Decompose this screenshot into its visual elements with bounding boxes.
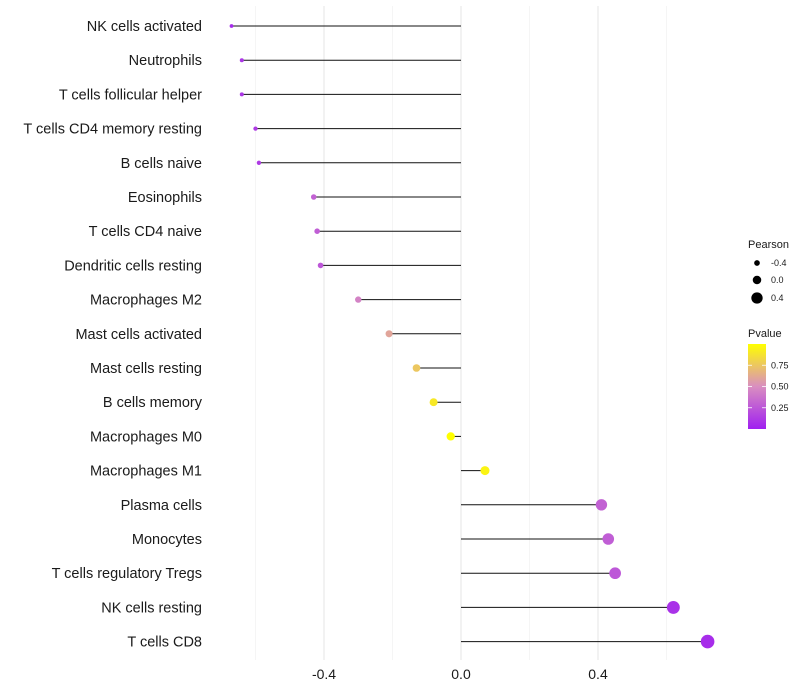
size-legend-label: 0.4 — [771, 293, 784, 303]
data-point — [317, 262, 324, 269]
category-label: NK cells resting — [101, 600, 202, 616]
colorbar-tick-label: 0.50 — [771, 382, 789, 392]
data-point — [602, 533, 615, 545]
size-legend-dot — [752, 275, 762, 285]
data-point — [700, 634, 715, 649]
category-label: Mast cells activated — [75, 327, 202, 343]
data-point — [355, 296, 362, 303]
data-point — [253, 126, 258, 131]
category-label: T cells CD8 — [127, 635, 202, 651]
category-label: Macrophages M2 — [90, 293, 202, 309]
category-label: B cells naive — [121, 156, 202, 172]
data-point — [314, 228, 320, 234]
x-axis-tick-labels: -0.4 0.0 0.4 — [312, 666, 608, 682]
category-label: Neutrophils — [129, 53, 202, 69]
data-point — [666, 600, 680, 614]
x-tick-label: 0.4 — [588, 666, 608, 682]
data-point — [229, 24, 234, 28]
pvalue-colorbar — [748, 344, 766, 429]
size-legend-items: -0.4 0.0 0.4 — [751, 258, 787, 304]
category-label: B cells memory — [103, 395, 203, 411]
data-point — [480, 466, 490, 476]
data-point — [609, 567, 621, 580]
category-label: Eosinophils — [128, 190, 202, 206]
category-label: T cells follicular helper — [59, 87, 202, 103]
data-point — [412, 364, 421, 372]
size-legend-dot — [754, 260, 760, 266]
data-point — [239, 92, 244, 97]
colorbar-tick-label: 0.25 — [771, 403, 789, 413]
category-label: Macrophages M1 — [90, 464, 202, 480]
colorbar-tick-label: 0.75 — [771, 360, 789, 370]
size-legend-dot — [751, 292, 763, 304]
legend: Pearson -0.4 0.0 0.4 Pvalue 0.25 0.50 0.75 — [748, 239, 789, 429]
category-label: Mast cells resting — [90, 361, 202, 377]
category-label: T cells regulatory Tregs — [52, 566, 202, 582]
x-tick-label: -0.4 — [312, 666, 336, 682]
data-point — [310, 194, 317, 200]
size-legend-title: Pearson — [748, 239, 789, 251]
data-point — [239, 58, 244, 63]
category-label: Dendritic cells resting — [64, 258, 202, 274]
stem-layer — [231, 25, 708, 643]
category-label: Macrophages M0 — [90, 429, 202, 445]
point-layer — [229, 24, 715, 649]
category-label: Plasma cells — [121, 498, 202, 514]
category-label: T cells CD4 naive — [89, 224, 202, 240]
category-label: T cells CD4 memory resting — [23, 122, 202, 138]
data-point — [595, 499, 608, 511]
size-legend-label: -0.4 — [771, 258, 787, 268]
grid-layer — [255, 6, 667, 660]
category-label: Monocytes — [132, 532, 202, 548]
color-legend-title: Pvalue — [748, 328, 782, 340]
category-label: NK cells activated — [87, 19, 202, 35]
size-legend-label: 0.0 — [771, 275, 784, 285]
data-point — [446, 432, 455, 441]
data-point — [429, 398, 438, 407]
color-legend-ticks: 0.25 0.50 0.75 — [748, 360, 789, 413]
category-labels: NK cells activated Neutrophils T cells fol… — [23, 19, 202, 651]
x-tick-label: 0.0 — [451, 666, 471, 682]
data-point — [256, 160, 262, 165]
data-point — [385, 330, 393, 338]
